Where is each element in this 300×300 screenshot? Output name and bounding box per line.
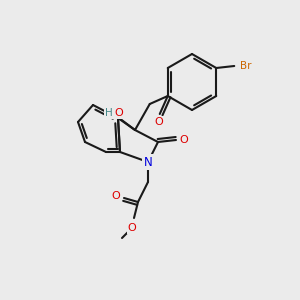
Text: Br: Br [240, 61, 252, 71]
Text: H: H [105, 108, 113, 118]
Text: O: O [154, 117, 163, 127]
Text: N: N [144, 155, 152, 169]
Text: O: O [112, 191, 120, 201]
Text: O: O [128, 223, 136, 233]
Text: O: O [115, 108, 123, 118]
Text: O: O [180, 135, 188, 145]
